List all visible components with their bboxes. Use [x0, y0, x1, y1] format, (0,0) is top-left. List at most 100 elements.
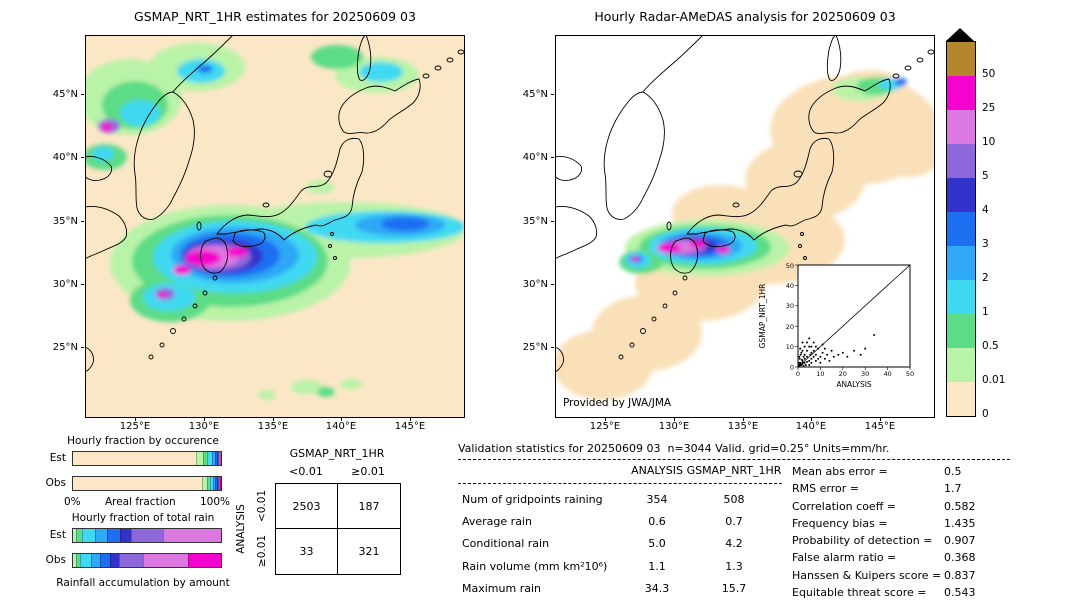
colorbar-tick-label: 5: [982, 170, 989, 182]
colorbar-tick-label: 3: [982, 238, 989, 250]
bar-segment: [202, 451, 207, 465]
inset-tick-marks: [795, 264, 911, 370]
occurrence-est-row: Est: [40, 450, 222, 466]
bar-segment: [220, 476, 221, 490]
stats-value: 0.6: [648, 515, 666, 528]
bar-segment: [73, 451, 197, 465]
total-est-bar: [72, 527, 222, 543]
contingency-col-label: <0.01: [289, 465, 323, 478]
stats-value: 1.3: [725, 559, 743, 573]
stats-scores: Mean abs error = 0.5 RMS error = 1.7 Cor…: [782, 463, 976, 601]
total-rain-chart-title: Hourly fraction of total rain: [71, 512, 215, 524]
stats-value: 4.2: [725, 537, 743, 551]
bar-segment: [202, 476, 208, 490]
score-label: Probability of detection =: [792, 534, 933, 548]
inset-y-tick: 50: [786, 262, 794, 270]
colorbar-tick-label: 0.01: [982, 374, 1006, 386]
inset-x-tick: 10: [816, 370, 824, 378]
colorbar-tick-label: 4: [982, 204, 989, 216]
occurrence-chart-title: Hourly fraction by occurence: [67, 435, 219, 447]
inset-x-tick: 50: [906, 370, 914, 378]
score-label: RMS error =: [792, 482, 859, 496]
colorbar-tick-label: 10: [982, 136, 996, 148]
stats-row-label: Num of gridpoints raining: [462, 492, 603, 506]
colorbar-segment: [947, 280, 975, 314]
score-label: Frequency bias =: [792, 516, 888, 530]
bar-segment: [163, 528, 221, 542]
stats-table: ANALYSIS GSMAP_NRT_1HR Num of gridpoints…: [458, 463, 782, 601]
validation-stats-panel: Validation statistics for 20250609 03 n=…: [458, 442, 1010, 601]
radar-amedas-map: 0 10 20 30 40 50 0 10 20 30 40 50 ANALYS…: [523, 34, 935, 432]
colorbar-overflow-arrow-icon: [946, 28, 974, 41]
x-tick-label: 135°E: [721, 418, 765, 432]
colorbar: 50 25 10 5 4 3 2 1 0.5 0.01 0: [946, 28, 1026, 420]
score-value: 0.907: [944, 534, 976, 548]
bar-segment: [107, 528, 121, 542]
one-to-one-line: [797, 264, 911, 368]
y-tick-label: 25°N: [522, 342, 555, 353]
stats-row-label: Conditional rain: [462, 537, 550, 551]
x-tick-label: 140°E: [319, 418, 363, 432]
scatter-inset: 0 10 20 30 40 50 0 10 20 30 40 50 ANALYS…: [753, 259, 921, 405]
bar-segment: [75, 553, 81, 567]
colorbar-tick-label: 0: [982, 408, 989, 420]
contingency-table: 2503 187 33 321: [275, 483, 401, 575]
colorbar-segment: [947, 314, 975, 348]
dashed-divider: [458, 483, 782, 487]
occurrence-obs-bar: [72, 475, 222, 491]
score-value: 0.368: [944, 551, 976, 565]
bar-segment: [142, 553, 189, 567]
axis-title: Areal fraction: [104, 496, 176, 508]
colorbar-tick-label: 2: [982, 272, 989, 284]
y-tick-label: 45°N: [522, 89, 555, 100]
score-label: Mean abs error =: [792, 465, 888, 478]
stats-value: 0.7: [725, 515, 743, 528]
stats-value: 34.3: [644, 582, 670, 596]
row-label-obs: Obs: [45, 554, 66, 566]
bar-segment: [80, 553, 91, 567]
total-rain-caption: Rainfall accumulation by amount: [56, 577, 230, 589]
bar-segment: [130, 528, 164, 542]
colorbar-tick-label: 0.5: [982, 340, 999, 352]
stats-row-label: Rain volume (mm km²10⁶): [462, 559, 608, 573]
contingency-row-label: ≥0.01: [256, 534, 268, 568]
bar-segment: [73, 528, 76, 542]
occurrence-est-bar: [72, 450, 222, 466]
colorbar-tick-label: 25: [982, 102, 996, 114]
y-tick-label: 45°N: [52, 89, 85, 100]
y-tick-label: 30°N: [522, 279, 555, 290]
bar-segment: [75, 528, 82, 542]
score-value: 1.7: [944, 482, 962, 496]
inset-x-tick: 30: [861, 370, 869, 378]
bar-segment: [213, 476, 216, 490]
score-label: False alarm ratio =: [792, 551, 897, 565]
bar-segment: [209, 476, 214, 490]
row-label-est: Est: [49, 529, 66, 541]
bar-segment: [218, 476, 219, 490]
colorbar-segment: [947, 382, 975, 416]
colorbar-segment: [947, 144, 975, 178]
x-tick-label: 125°E: [583, 418, 627, 432]
contingency-col-group: GSMAP_NRT_1HR: [289, 447, 385, 460]
score-value: 0.5: [944, 465, 962, 478]
colorbar-tick-label: 1: [982, 306, 989, 318]
bar-segment: [109, 553, 119, 567]
stats-title: Validation statistics for 20250609 03 n=…: [458, 442, 1010, 460]
stats-value: 354: [646, 492, 668, 506]
stats-value: 5.0: [648, 537, 666, 551]
y-tick-label: 25°N: [52, 342, 85, 353]
stats-value: 1.1: [648, 559, 666, 573]
total-est-row: Est: [40, 527, 222, 543]
bar-segment: [214, 451, 217, 465]
inset-y-tick: 20: [786, 323, 794, 331]
gsmap-precip-map: 125°E 130°E 135°E 140°E 145°E 45°N 40°N …: [53, 34, 465, 432]
stats-row-label: Maximum rain: [462, 582, 541, 596]
bar-segment: [215, 476, 217, 490]
bar-segment: [120, 528, 131, 542]
score-value: 0.582: [944, 499, 976, 513]
inset-y-tick: 0: [790, 364, 794, 372]
colorbar-segment: [947, 76, 975, 110]
inset-y-label: GSMAP_NRT_1HR: [758, 284, 767, 349]
inset-x-label: ANALYSIS: [836, 380, 872, 389]
